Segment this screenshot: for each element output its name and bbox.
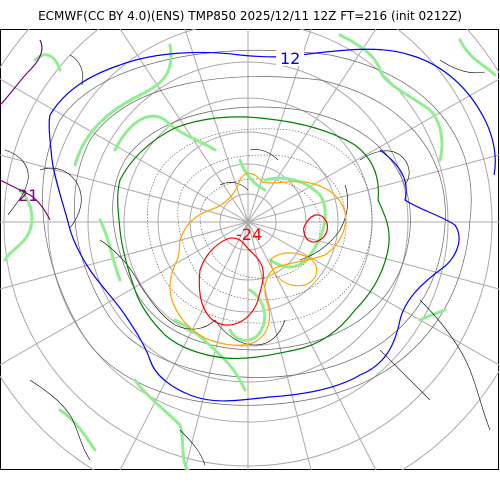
- contour-green: [117, 116, 390, 360]
- map-frame: 21 12 -24: [0, 29, 499, 470]
- contour-label-bg-12: [276, 46, 304, 66]
- contour-purple-21: [0, 39, 51, 221]
- contour-orange: [169, 172, 347, 346]
- contour-label-21: 21: [18, 186, 38, 205]
- contour-red-24: [198, 237, 264, 326]
- contour-label-12: 12: [280, 49, 300, 68]
- contour-orange-inner: [270, 252, 318, 287]
- precip-areas: [3, 33, 497, 470]
- contour-label-24: -24: [236, 225, 262, 244]
- map-title: ECMWF(CC BY 4.0)(ENS) TMP850 2025/12/11 …: [38, 9, 462, 23]
- meridians: [0, 29, 499, 470]
- coastlines: [4, 54, 491, 466]
- contour-red-small: [302, 214, 329, 243]
